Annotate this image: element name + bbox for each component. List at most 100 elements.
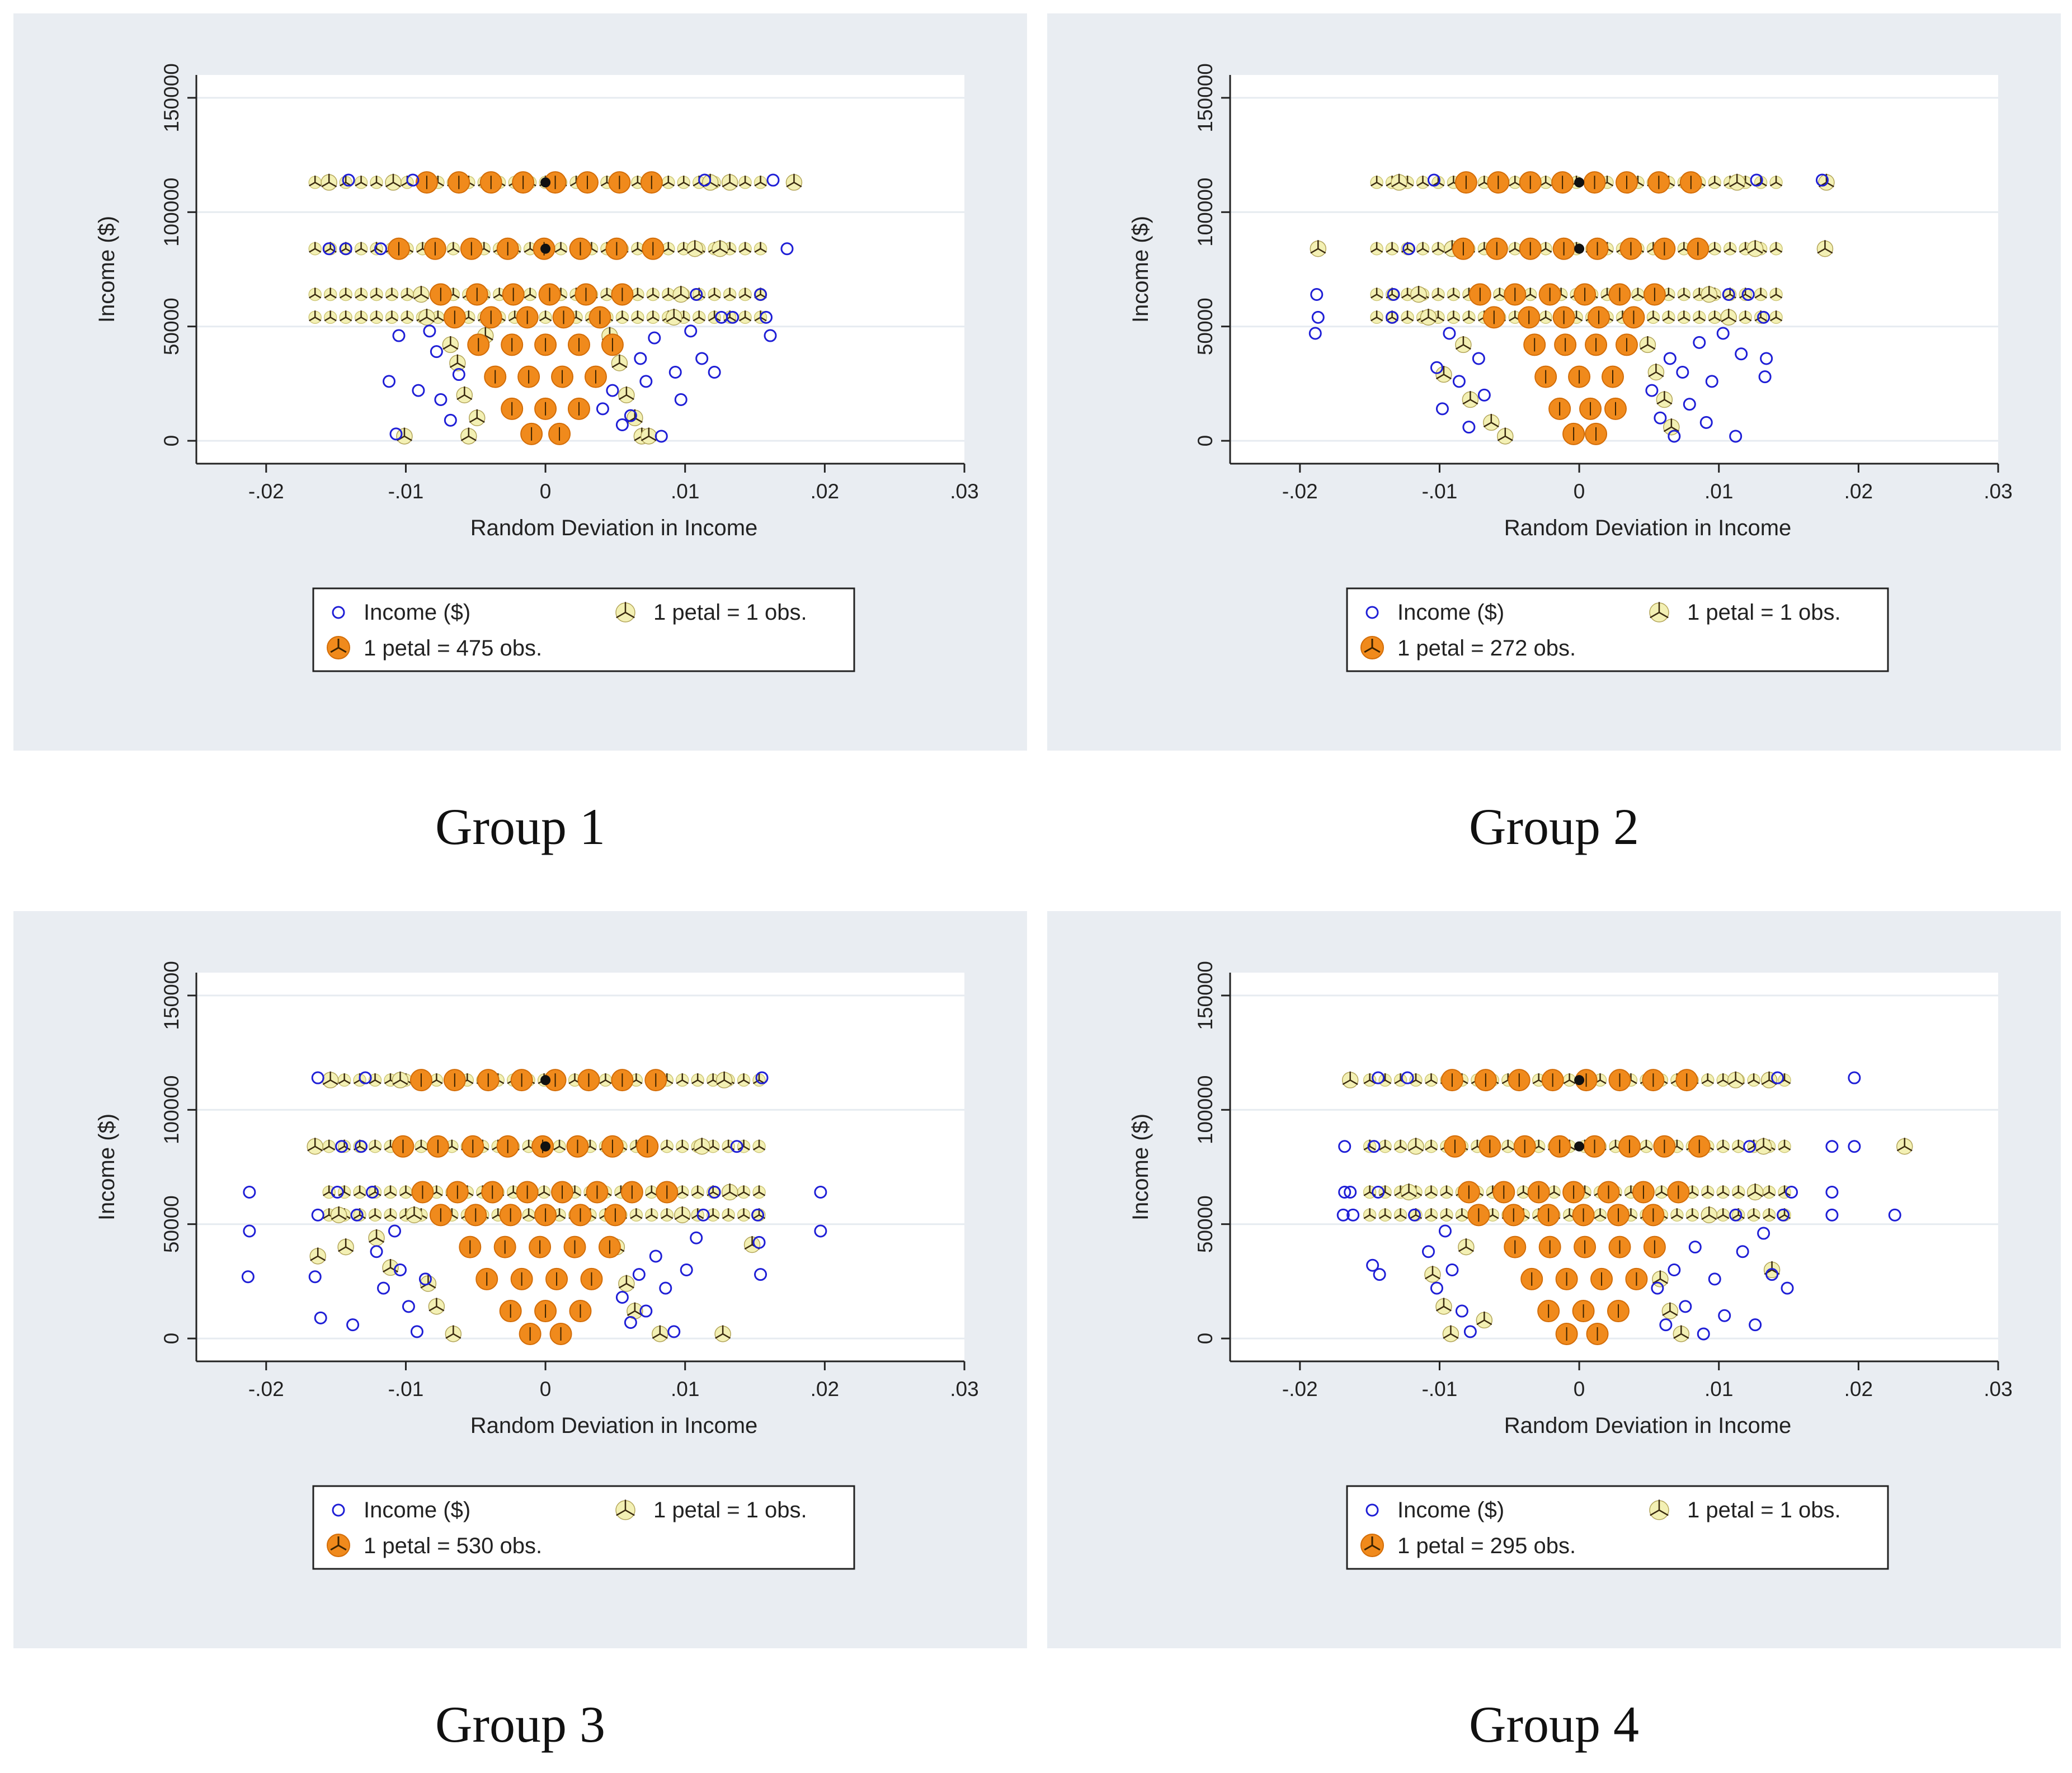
small-sunflower [646,310,660,324]
small-sunflower [754,176,767,189]
income-point [726,310,740,324]
small-sunflower [1363,1208,1377,1222]
income-point [814,1185,827,1199]
income-point [374,242,388,256]
sunflower-large [620,1181,643,1204]
income-point [434,393,448,407]
chart-panel-4: -.02 -.01 0 .01 .02 .03 0 50000 100000 150000 Rand… [1047,911,2061,1648]
income-point [1408,1208,1421,1222]
sunflower-large [516,1181,539,1204]
y-tick-label: 150000 [160,63,183,132]
income-point [311,1208,324,1222]
income-point [1445,1263,1459,1276]
sunflower-1obs [721,173,738,191]
sunflower-1obs [1424,1266,1441,1283]
sunflower-large [415,171,438,194]
sunflower-1obs [1639,336,1656,353]
sunflower-large [1562,1181,1585,1204]
income-point [1777,1208,1790,1222]
sunflower-large [566,1135,589,1158]
sunflower-1obs [309,1247,326,1265]
income-point [690,287,703,301]
small-sunflower [339,176,352,189]
sunflower-1obs [715,1071,733,1088]
income-point [1736,1245,1749,1258]
sunflower-1obs [1673,1325,1690,1342]
income-point [615,1291,629,1304]
income-point [1435,402,1449,416]
small-sunflower [1769,287,1783,301]
income-point [1668,1263,1681,1276]
income-point [684,324,698,338]
sunflower-1obs [1701,286,1718,303]
legend-large-petal-label: 1 petal = 272 obs. [1397,636,1576,661]
sunflower-1obs [1455,336,1472,353]
center-dot [540,1141,551,1152]
income-point [1372,1071,1385,1084]
legend-large-sunflower-icon [327,1534,350,1557]
sunflower-large [1653,1135,1676,1158]
income-point [1443,327,1456,340]
small-sunflower [322,1139,336,1153]
income-point [1848,1140,1861,1153]
sunflower-1obs [686,240,703,257]
x-tick-label: .02 [1844,480,1873,503]
plot-marks [241,1069,827,1345]
income-point [1438,1224,1452,1238]
sunflower-large [387,237,410,260]
income-point [1373,1268,1386,1281]
sunflower-1obs [413,286,430,303]
income-point [444,413,457,427]
small-sunflower [1769,242,1783,256]
chart-2: -.02 -.01 0 .01 .02 .03 0 50000 100000 150000 Rand… [1128,63,2013,672]
small-sunflower [308,242,322,256]
small-sunflower [738,287,752,301]
income-point [382,375,395,388]
sunflower-large [1619,237,1642,260]
small-sunflower [354,287,368,301]
sunflower-large [598,1236,621,1258]
small-sunflower [737,1208,751,1222]
income-point [1825,1140,1839,1153]
small-sunflower [1716,1208,1730,1222]
small-sunflower [1424,1185,1438,1199]
small-sunflower [1716,1185,1730,1199]
sunflower-large [544,1069,567,1092]
income-point [1705,375,1718,388]
small-sunflower [308,287,322,301]
sunflower-large [584,365,607,388]
small-sunflower [522,1208,535,1222]
income-point [1455,1304,1468,1318]
small-sunflower [737,1185,751,1199]
sunflower-large [1548,1135,1571,1158]
legend-box [1346,1485,1889,1570]
income-point [1741,287,1755,301]
sunflower-1obs [449,354,466,371]
small-sunflower [1532,1139,1546,1153]
legend-income-marker [1365,606,1379,619]
sunflower-1obs [1435,1298,1452,1315]
y-tick-label: 100000 [1194,1076,1217,1144]
sunflower-large [1642,1204,1665,1227]
sunflower-large [1615,333,1638,356]
sunflower-large [501,333,524,356]
sunflower-large [551,365,574,388]
small-sunflower [752,1185,766,1199]
legend-large-sunflower-icon [1360,636,1384,659]
group-4-caption: Group 4 [1468,1696,1640,1753]
sunflower-1obs [652,1325,668,1342]
income-point [754,1268,767,1281]
sunflower-large [496,1135,519,1158]
chart-panel-2: -.02 -.01 0 .01 .02 .03 0 50000 100000 150000 Rand… [1047,13,2061,751]
sunflower-1obs [1656,391,1673,408]
sunflower-large [1504,1236,1527,1258]
sunflower-1obs [618,1275,635,1292]
sunflower-large [1622,306,1645,329]
sunflower-large [1487,171,1510,194]
small-sunflower [401,287,414,301]
sunflower-large [429,1204,452,1227]
sunflower-large [502,283,525,306]
sunflower-1obs [1755,1138,1772,1155]
small-sunflower [1670,1208,1684,1222]
legend-box [1346,587,1889,672]
